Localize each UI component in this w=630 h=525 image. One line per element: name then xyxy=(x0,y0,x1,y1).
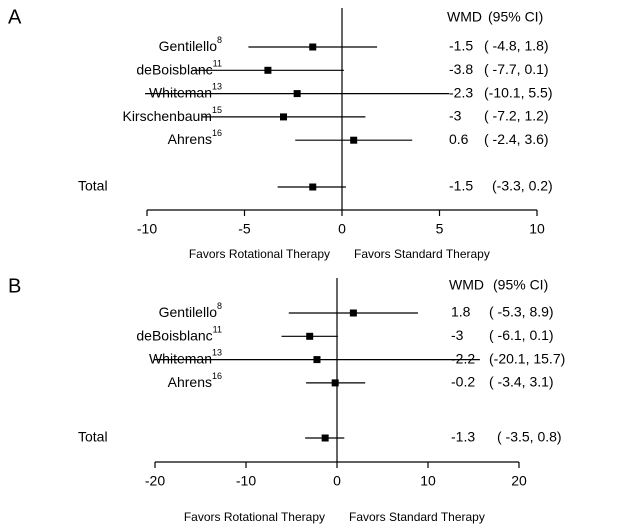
panel-label: A xyxy=(8,6,22,28)
study-ref: 13 xyxy=(212,348,222,358)
study-name: Ahrens xyxy=(168,374,212,390)
ci-value: (-10.1, 5.5) xyxy=(484,84,552,100)
ci-value: (-20.1, 15.7) xyxy=(489,350,565,366)
study-ref: 8 xyxy=(217,301,222,311)
wmd-value: -3.8 xyxy=(449,61,473,77)
effect-marker xyxy=(309,43,317,51)
column-header: (95% CI) xyxy=(488,9,543,25)
ci-value: (-3.3, 0.2) xyxy=(492,178,553,194)
effect-marker xyxy=(264,66,272,74)
x-tick-label: -20 xyxy=(145,473,165,489)
study-name: Whiteman xyxy=(149,84,212,100)
total-label: Total xyxy=(78,178,108,194)
study-ref: 16 xyxy=(212,129,222,139)
effect-marker xyxy=(331,379,339,387)
wmd-value: -3 xyxy=(451,327,464,343)
ci-value: ( -6.1, 0.1) xyxy=(489,327,554,343)
wmd-value: -1.5 xyxy=(449,178,473,194)
effect-marker xyxy=(349,309,357,317)
x-tick-label: 5 xyxy=(436,221,444,237)
effect-marker xyxy=(309,183,317,191)
study-name: Gentilello xyxy=(159,304,218,320)
effect-marker xyxy=(306,332,314,340)
study-ref: 11 xyxy=(213,325,222,335)
wmd-value: -2.2 xyxy=(451,350,475,366)
study-label: deBoisblanc11 xyxy=(136,325,222,343)
wmd-value: -3 xyxy=(449,108,462,124)
study-ref: 16 xyxy=(212,371,222,381)
x-axis-label: Favors Standard Therapy xyxy=(354,247,490,261)
study-ref: 13 xyxy=(212,82,222,92)
wmd-value: 0.6 xyxy=(449,131,469,147)
study-label: Whiteman13 xyxy=(149,82,222,100)
x-tick-label: 0 xyxy=(338,221,346,237)
wmd-value: 1.8 xyxy=(451,304,471,320)
study-name: Kirschenbaum xyxy=(122,108,212,124)
total-label: Total xyxy=(78,429,108,445)
ci-value: ( -3.5, 0.8) xyxy=(497,429,562,445)
x-tick-label: 10 xyxy=(529,221,545,237)
study-name: deBoisblanc xyxy=(136,61,212,77)
panel-label: B xyxy=(8,275,21,297)
wmd-value: -0.2 xyxy=(451,374,475,390)
study-name: Ahrens xyxy=(168,131,212,147)
x-axis-label: Favors Rotational Therapy xyxy=(189,247,330,261)
ci-value: ( -4.8, 1.8) xyxy=(484,38,549,54)
wmd-value: -1.3 xyxy=(451,429,475,445)
x-tick-label: -5 xyxy=(238,221,251,237)
study-label: Gentilello8 xyxy=(159,35,222,53)
x-axis-label: Favors Rotational Therapy xyxy=(184,510,325,524)
column-header: WMD xyxy=(449,277,484,293)
ci-value: ( -2.4, 3.6) xyxy=(484,131,549,147)
effect-marker xyxy=(321,434,329,442)
ci-value: ( -7.7, 0.1) xyxy=(484,61,549,77)
effect-marker xyxy=(350,136,358,144)
ci-value: ( -7.2, 1.2) xyxy=(484,108,549,124)
study-ref: 15 xyxy=(212,105,222,115)
study-label: Gentilello8 xyxy=(159,301,222,319)
column-header: WMD xyxy=(447,9,482,25)
x-tick-label: -10 xyxy=(137,221,157,237)
x-tick-label: 20 xyxy=(511,473,527,489)
study-ref: 11 xyxy=(213,59,222,69)
study-name: Whiteman xyxy=(149,350,212,366)
effect-marker xyxy=(293,90,301,98)
column-header: (95% CI) xyxy=(493,277,548,293)
study-label: Ahrens16 xyxy=(168,129,222,147)
x-tick-label: 10 xyxy=(420,473,436,489)
ci-value: ( -3.4, 3.1) xyxy=(489,374,554,390)
effect-marker xyxy=(280,113,287,121)
study-label: Ahrens16 xyxy=(168,371,222,389)
study-label: Whiteman13 xyxy=(149,348,222,366)
effect-marker xyxy=(313,356,321,364)
study-name: deBoisblanc xyxy=(136,327,212,343)
x-tick-label: 0 xyxy=(333,473,341,489)
study-label: Kirschenbaum15 xyxy=(122,105,222,123)
x-tick-label: -10 xyxy=(236,473,256,489)
wmd-value: -2.3 xyxy=(449,84,473,100)
study-name: Gentilello xyxy=(159,38,218,54)
study-label: deBoisblanc11 xyxy=(136,59,222,77)
x-axis-label: Favors Standard Therapy xyxy=(349,510,485,524)
study-ref: 8 xyxy=(217,35,222,45)
ci-value: ( -5.3, 8.9) xyxy=(489,304,554,320)
wmd-value: -1.5 xyxy=(449,38,473,54)
